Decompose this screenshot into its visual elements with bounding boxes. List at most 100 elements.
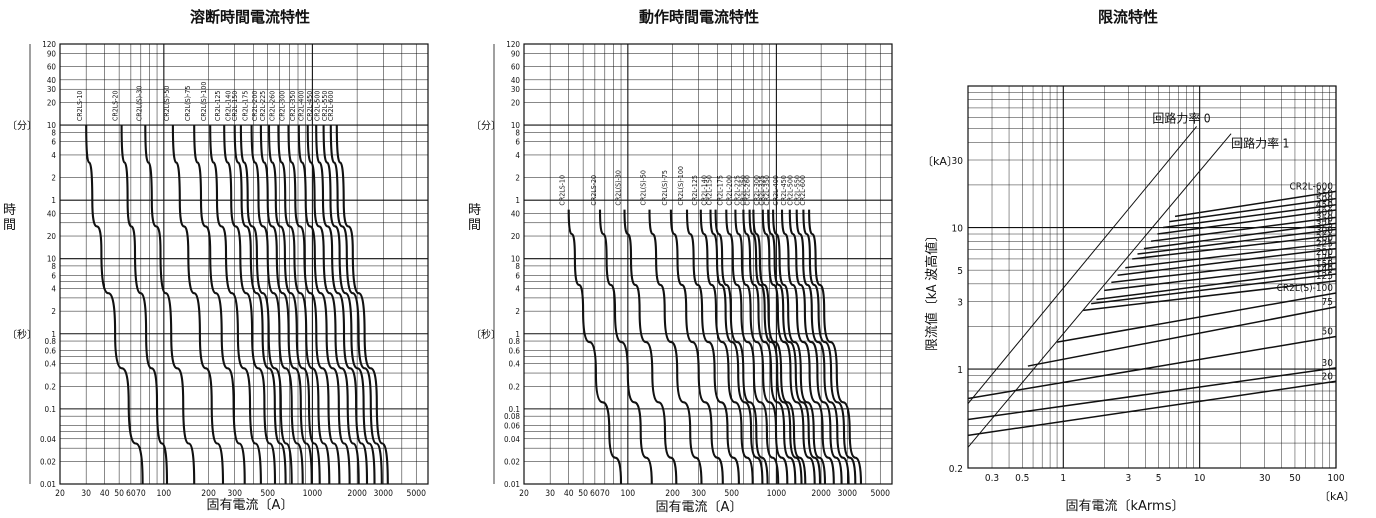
lim-reference-label-0: 回路力率 0 [1152,110,1210,125]
fusing-chart-panel: 溶断時間電流特性 時間 固有電流〔A〕 0.01 0.02 0.04 0.1 0.2 0.… [0,0,460,518]
c0-x-tick-label: 60 [126,489,136,499]
c0-x-tick-label: 200 [201,489,216,499]
c0-series-label-4: CR2L(S)-75 [184,86,192,122]
c1-series-line-1 [598,209,653,485]
c1-series-line-15 [767,209,822,485]
c0-y-tick-label: 0.2 [45,382,56,391]
lim-series-label-4: 75 [1322,297,1333,308]
c0-y-tick-label-min: 10 [47,121,57,130]
c0-y-tick-label-min: 4 [51,151,56,160]
c1-series-label-13: CR2L-260 [743,175,751,205]
current-limiting-plot: 0.3 0.5 1 3 5 10 30 50 100 0.2 1 3 5 10 30 限流値〔kA 波高値〕 回… [924,85,1345,484]
lim-x-tick-label: 100 [1327,473,1344,484]
c1-y-tick-label-min: 20 [511,98,521,107]
lim-series-line-7 [1096,268,1337,301]
lim-series-line-19 [1174,190,1337,218]
c1-x-tick-label: 3000 [838,489,858,499]
c0-y-tick-label: 8 [51,262,56,271]
c1-series-label-14: CR2L-300 [753,175,761,205]
c0-y-tick-label-min: 120 [42,40,56,49]
lim-x-tick-label: 10 [1194,473,1206,484]
lim-series-line-3 [1056,292,1337,343]
lim-series-label-5: 125 [1316,271,1333,282]
c1-series-label-4: CR2L(S)-75 [661,170,669,206]
lim-y-tick-label: 30 [952,156,964,167]
c1-y-tick-label: 0.6 [509,346,521,355]
c1-series-label-2: CR2L(S)-30 [614,170,622,206]
lim-x-tick-label: 0.5 [1015,473,1029,484]
c0-y-tick-label-min: 60 [47,63,57,72]
c1-series-line-9 [725,209,780,485]
c1-series-label-10: CR2L-200 [725,175,733,205]
c1-series-label-19: CR2L-500 [787,175,795,205]
c0-y-tick-label-min: 2 [51,174,56,183]
lim-series-line-11 [1125,242,1337,269]
c1-series-line-18 [788,209,843,485]
c1-series-label-16: CR2L-350 [763,175,771,205]
c1-series-label-11: CR2L-225 [733,175,741,205]
c0-y-tick-label: 10 [47,255,57,264]
lim-reference-line-1 [967,133,1232,448]
c1-x-tick-label: 500 [724,489,739,499]
c1-y-tick-label: 0.2 [509,382,520,391]
c0-series-label-8: CR2L-150 [231,91,239,121]
c0-series-line-3 [171,125,225,485]
c1-series-line-19 [795,209,850,485]
lim-reference-label-1: 回路力率 1 [1231,135,1289,150]
c1-series-line-7 [709,209,764,485]
c1-y-tick-label: 0.04 [504,435,520,444]
lim-series-line-12 [1132,234,1337,260]
lim-series-label-0: 20 [1322,371,1334,382]
c0-y-tick-label: 0.1 [45,405,56,414]
c0-series-line-5 [209,125,262,485]
c0-y-tick-label: 0.01 [40,480,56,489]
c1-y-tick-label-min: 120 [506,40,520,49]
c1-y-tick-label: 40 [511,209,521,218]
c1-y-tick-label-min: 90 [511,49,521,58]
lim-y-tick-label: 3 [957,298,963,309]
c1-x-tick-label: 40 [564,489,574,499]
c1-series-line-12 [748,209,803,485]
c0-y-tick-label-min: 6 [51,138,56,147]
current-limiting-panel: 限流特性 固有電流〔kArms〕 〔kA〕 〔kA〕 0.3 0.5 1 3 5 10 30… [918,0,1376,518]
c0-series-label-1: CR2LS-20 [112,90,120,121]
lim-series-line-15 [1150,216,1337,242]
lim-series-line-4 [1027,306,1337,367]
c1-x-tick-label: 2000 [811,489,831,499]
c0-series-line-10 [259,125,313,485]
c0-series-line-2 [144,125,196,485]
c1-y-tick-label: 6 [515,271,520,280]
c1-y-tick-label: 0.1 [509,405,520,414]
c0-series-label-0: CR2LS-10 [76,91,84,122]
c1-y-tick-label-min: 2 [515,174,520,183]
c0-series-label-10: CR2L-200 [251,91,259,121]
c0-series-line-1 [120,125,169,485]
c0-series-label-9: CR2L-175 [242,91,250,121]
c0-y-tick-label: 0.02 [40,457,56,466]
c0-x-tick-label: 100 [157,489,172,499]
c0-series-label-7: CR2L-140 [225,91,233,121]
c1-series-line-3 [648,209,703,485]
c1-series-line-11 [742,209,797,485]
c0-y-tick-label: 6 [51,271,56,280]
c0-seconds-unit-label: 〔秒〕 [7,328,37,341]
c1-series-label-8: CR2L-150 [706,175,714,205]
c1-y-tick-label-min: 8 [515,128,520,137]
c0-series-label-15: CR2L-400 [298,91,306,121]
c1-series-label-0: CR2LS-10 [559,175,567,206]
current-limiting-title: 限流特性 [1097,8,1158,26]
c0-y-tick-label: 0.6 [45,346,57,355]
c1-y-tick-label: 0.02 [504,457,520,466]
c1-x-tick-label: 5000 [871,489,891,499]
c0-series-line-4 [193,125,246,485]
c0-series-line-9 [250,125,304,485]
c0-y-tick-label-min: 30 [47,85,57,94]
c1-series-line-21 [808,209,863,485]
c1-series-label-18: CR2L-450 [780,175,788,205]
lim-x-tick-label: 1 [1060,473,1066,484]
c1-series-label-6: CR2L-125 [691,175,699,205]
c0-series-line-13 [287,125,341,485]
c0-series-line-12 [277,125,331,485]
c0-series-line-15 [306,125,360,485]
lim-series-label-15: 400 [1316,207,1333,218]
